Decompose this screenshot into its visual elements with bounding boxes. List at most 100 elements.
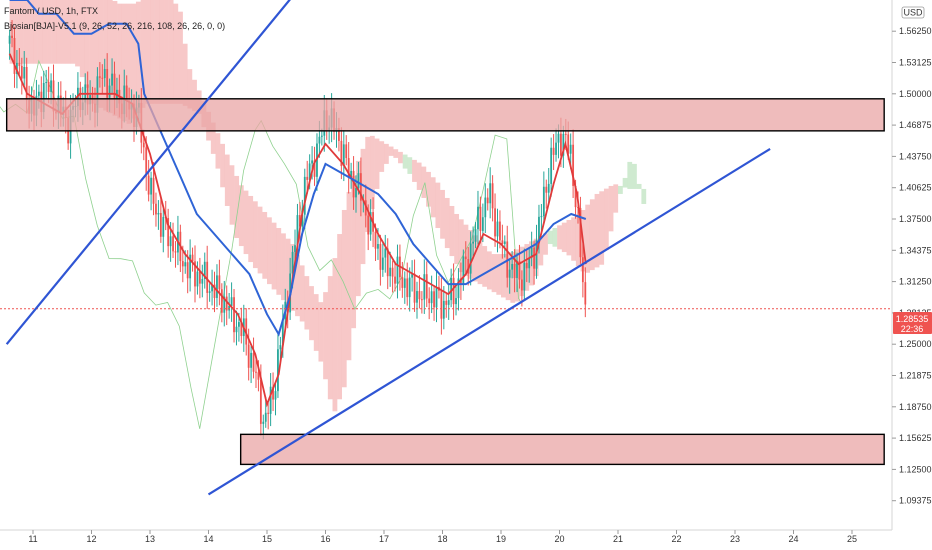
y-tick-label: 1.31250 bbox=[899, 277, 932, 287]
candle-body bbox=[408, 277, 411, 298]
candle-body bbox=[579, 207, 582, 258]
candle-body bbox=[272, 386, 274, 400]
tenkan-line bbox=[8, 53, 587, 408]
cloud-segment bbox=[14, 0, 20, 64]
cloud-segment bbox=[416, 162, 422, 190]
candle-body bbox=[50, 80, 52, 92]
cloud-segment bbox=[566, 220, 572, 256]
cloud-segment bbox=[318, 302, 324, 362]
candle-body bbox=[379, 244, 382, 270]
kijun-line bbox=[9, 0, 587, 337]
candle-body bbox=[211, 284, 213, 292]
cloud-segment bbox=[472, 235, 478, 282]
candle-body bbox=[98, 76, 101, 78]
cloud-segment bbox=[93, 0, 99, 106]
cloud-segment bbox=[309, 286, 314, 341]
candle-body bbox=[294, 245, 296, 252]
cloud-segment bbox=[229, 165, 235, 225]
candle-body bbox=[359, 173, 362, 201]
candle-body bbox=[201, 278, 204, 284]
currency-badge bbox=[901, 6, 925, 19]
candle-body bbox=[213, 284, 216, 298]
candle-body bbox=[342, 144, 345, 167]
candle-body bbox=[555, 142, 557, 155]
candle-body bbox=[411, 273, 414, 278]
cloud-segment bbox=[131, 3, 137, 119]
time-axis: 11 12 13 14 15 16 17 18 19 20 21 22 23 24 25 bbox=[0, 529, 892, 544]
cloud-segment bbox=[154, 0, 160, 104]
candle-body bbox=[357, 173, 360, 189]
cloud-segment bbox=[281, 233, 286, 301]
candle-body bbox=[298, 215, 301, 227]
cloud-segment bbox=[477, 240, 483, 285]
x-tick-label: 17 bbox=[379, 534, 389, 544]
cloud-segment bbox=[393, 149, 399, 158]
candle-body bbox=[206, 261, 209, 293]
cloud-segment bbox=[594, 193, 600, 268]
candle-body bbox=[152, 177, 155, 204]
cloud-segment bbox=[444, 197, 450, 249]
cloud-segment bbox=[126, 3, 132, 124]
candle-body bbox=[303, 176, 306, 215]
candle-body bbox=[496, 221, 499, 237]
candle-body bbox=[450, 277, 453, 301]
cloud-segment bbox=[299, 265, 305, 322]
cloud-segment bbox=[641, 188, 647, 204]
cloud-segment bbox=[402, 154, 408, 169]
cloud-segment bbox=[557, 225, 562, 250]
cloud-segment bbox=[510, 252, 516, 303]
candle-body bbox=[445, 300, 448, 305]
cloud-segment bbox=[458, 219, 464, 273]
candle-body bbox=[262, 421, 265, 424]
candle-body bbox=[501, 240, 504, 244]
candle-body bbox=[269, 386, 272, 414]
candle-body bbox=[147, 175, 150, 195]
candle-body bbox=[306, 176, 309, 180]
cloud-segment bbox=[332, 258, 338, 412]
candle-body bbox=[347, 158, 350, 178]
y-tick-label: 1.53125 bbox=[899, 58, 932, 68]
candle-body bbox=[367, 215, 370, 235]
candle-body bbox=[355, 188, 357, 198]
candle-body bbox=[11, 35, 13, 38]
candle-body bbox=[150, 177, 152, 195]
candle-body bbox=[216, 275, 218, 298]
support-zone bbox=[239, 433, 885, 466]
candle-body bbox=[540, 216, 543, 218]
cloud-segment bbox=[351, 175, 357, 329]
candle-body bbox=[442, 300, 445, 319]
cloud-segment bbox=[388, 146, 394, 156]
cloud-segment bbox=[215, 133, 221, 169]
candle-body bbox=[430, 291, 433, 304]
candle-body bbox=[477, 206, 479, 230]
candle-body bbox=[381, 257, 384, 270]
candle-body bbox=[267, 412, 270, 414]
cloud-segment bbox=[267, 217, 272, 285]
candle-body bbox=[569, 144, 572, 154]
candle-body bbox=[189, 254, 192, 279]
cloud-segment bbox=[618, 185, 623, 194]
candle-body bbox=[145, 147, 148, 176]
cloud-segment bbox=[145, 0, 151, 104]
cloud-segment bbox=[28, 0, 34, 64]
candle-body bbox=[191, 254, 194, 262]
candle-body bbox=[25, 66, 28, 101]
candle-body bbox=[311, 160, 313, 164]
candle-body bbox=[301, 214, 304, 227]
price-axis: 1.56250 1.53125 1.50000 1.46875 1.43750 1.406… bbox=[891, 0, 932, 530]
cloud-segment bbox=[384, 143, 389, 164]
y-tick-label: 1.15625 bbox=[899, 433, 932, 443]
candle-body bbox=[523, 262, 526, 291]
y-tick-label: 1.12500 bbox=[899, 464, 932, 474]
candle-body bbox=[567, 134, 570, 154]
candle-body bbox=[308, 163, 311, 180]
candle-body bbox=[13, 37, 16, 74]
candle-body bbox=[155, 203, 157, 215]
cloud-segment bbox=[65, 0, 71, 64]
candle-body bbox=[418, 291, 421, 300]
candle-body bbox=[277, 349, 279, 392]
cloud-segment bbox=[140, 0, 146, 108]
candle-body bbox=[172, 236, 174, 252]
ascending-support-trendline bbox=[207, 147, 771, 496]
